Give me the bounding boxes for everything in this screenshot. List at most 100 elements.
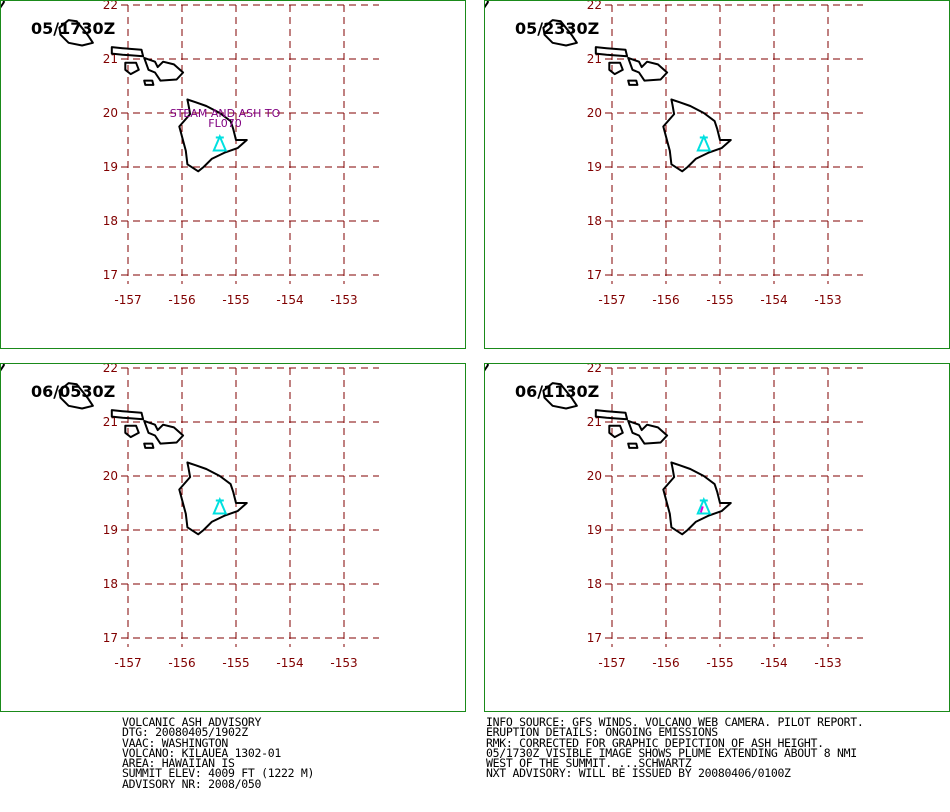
latitude-label: 17 bbox=[103, 631, 118, 645]
coastline-group bbox=[1, 364, 248, 536]
longitude-label: -154 bbox=[760, 656, 787, 670]
longitude-label: -156 bbox=[168, 656, 195, 670]
latitude-label: 20 bbox=[587, 469, 602, 483]
volcano-triangle bbox=[212, 133, 228, 152]
lat-lon-grid bbox=[605, 367, 863, 647]
panel-time-label: 06/0530Z bbox=[31, 382, 116, 401]
latitude-label: 18 bbox=[587, 577, 602, 591]
advisory-left-line: VOLCANO: KILAUEA 1302-01 bbox=[122, 745, 281, 760]
latitude-label: 20 bbox=[103, 106, 118, 120]
advisory-right-line: 05/1730Z VISIBLE IMAGE SHOWS PLUME EXTEN… bbox=[486, 745, 857, 760]
coastline-group bbox=[485, 1, 732, 173]
volcano-triangle bbox=[696, 496, 712, 515]
advisory-right-line: NXT ADVISORY: WILL BE ISSUED BY 20080406… bbox=[486, 766, 791, 781]
longitude-label: -156 bbox=[652, 293, 679, 307]
latitude-label: 17 bbox=[103, 268, 118, 282]
longitude-label: -154 bbox=[276, 656, 303, 670]
island-lanai bbox=[608, 424, 624, 439]
longitude-label: -153 bbox=[330, 293, 357, 307]
island-kahoolawe bbox=[627, 79, 639, 86]
map-canvas: 22 21 20 19 18 17 -157 -156 -155 -154 -153 bbox=[1, 364, 379, 670]
latitude-label: 19 bbox=[103, 160, 118, 174]
lat-lon-grid bbox=[605, 4, 863, 284]
latitude-label: 21 bbox=[103, 52, 118, 66]
longitude-label: -157 bbox=[598, 656, 625, 670]
panel-time-label: 06/1130Z bbox=[515, 382, 600, 401]
advisory-right-line: ERUPTION DETAILS: ONGOING EMISSIONS bbox=[486, 725, 718, 740]
longitude-label: -157 bbox=[114, 293, 141, 307]
island-maui bbox=[143, 56, 185, 82]
longitude-label: -153 bbox=[330, 656, 357, 670]
panel-time-label: 05/1730Z bbox=[31, 19, 116, 38]
panel-time-label: 05/2330Z bbox=[515, 19, 600, 38]
island-oahu bbox=[58, 382, 94, 410]
longitude-label: -153 bbox=[814, 656, 841, 670]
island-molokai bbox=[110, 46, 145, 58]
advisory-right-line: RMK: CORRECTED FOR GRAPHIC DEPICTION OF … bbox=[486, 735, 824, 750]
island-maui bbox=[627, 419, 669, 445]
longitude-label: -155 bbox=[706, 656, 733, 670]
longitude-label: -155 bbox=[222, 656, 249, 670]
island-kauai bbox=[485, 364, 489, 372]
longitude-label: -157 bbox=[114, 656, 141, 670]
island-kauai bbox=[1, 1, 5, 9]
island-lanai bbox=[124, 61, 140, 76]
advisory-left-line: AREA: HAWAIIAN IS bbox=[122, 756, 235, 771]
advisory-left-line: DTG: 20080405/1902Z bbox=[122, 725, 248, 740]
longitude-label: -153 bbox=[814, 293, 841, 307]
island-kahoolawe bbox=[143, 79, 155, 86]
volcano-icon bbox=[212, 133, 228, 152]
island-maui bbox=[627, 56, 669, 82]
longitude-label: -156 bbox=[652, 656, 679, 670]
latitude-label: 20 bbox=[103, 469, 118, 483]
latitude-label: 19 bbox=[103, 523, 118, 537]
island-kahoolawe bbox=[627, 442, 639, 449]
island-hawaii bbox=[178, 98, 248, 173]
latitude-label: 18 bbox=[103, 577, 118, 591]
island-kauai bbox=[1, 364, 5, 372]
advisory-left-line: SUMMIT ELEV: 4009 FT (1222 M) bbox=[122, 766, 315, 781]
volcano-icon bbox=[212, 496, 228, 515]
island-lanai bbox=[608, 61, 624, 76]
plume-annotation-line: FL070 bbox=[208, 117, 241, 130]
longitude-label: -155 bbox=[222, 293, 249, 307]
island-molokai bbox=[110, 409, 145, 421]
island-oahu bbox=[542, 382, 578, 410]
map-canvas: 22 21 20 19 18 17 -157 -156 -155 -154 -153 bbox=[485, 1, 863, 307]
latitude-label: 21 bbox=[587, 415, 602, 429]
longitude-label: -154 bbox=[276, 293, 303, 307]
map-panel-4: 22 21 20 19 18 17 -157 -156 -155 -154 -153 06/1130… bbox=[484, 363, 950, 712]
ash-plume-mark bbox=[699, 506, 704, 513]
lat-lon-grid bbox=[121, 367, 379, 647]
lat-lon-grid bbox=[121, 4, 379, 284]
volcano-triangle bbox=[212, 496, 228, 515]
longitude-label: -154 bbox=[760, 293, 787, 307]
latitude-label: 17 bbox=[587, 631, 602, 645]
volcano-icon bbox=[696, 496, 712, 515]
advisory-left-line: VAAC: WASHINGTON bbox=[122, 735, 228, 750]
advisory-right-line: INFO SOURCE: GFS WINDS. VOLCANO WEB CAME… bbox=[486, 715, 864, 729]
island-lanai bbox=[124, 424, 140, 439]
latitude-label: 22 bbox=[103, 364, 118, 375]
latitude-label: 17 bbox=[587, 268, 602, 282]
longitude-label: -155 bbox=[706, 293, 733, 307]
coastline-group bbox=[1, 1, 248, 173]
latitude-label: 21 bbox=[103, 415, 118, 429]
latitude-label: 22 bbox=[587, 364, 602, 375]
island-molokai bbox=[594, 409, 629, 421]
latitude-label: 19 bbox=[587, 160, 602, 174]
advisory-info-left: VOLCANIC ASH ADVISORY DTG: 20080405/1902Z… bbox=[122, 715, 315, 790]
island-oahu bbox=[542, 19, 578, 47]
volcano-triangle bbox=[696, 133, 712, 152]
latitude-label: 22 bbox=[103, 1, 118, 12]
latitude-label: 20 bbox=[587, 106, 602, 120]
longitude-label: -156 bbox=[168, 293, 195, 307]
advisory-left-line: VOLCANIC ASH ADVISORY bbox=[122, 715, 262, 729]
latitude-label: 18 bbox=[103, 214, 118, 228]
map-panel-2: 22 21 20 19 18 17 -157 -156 -155 -154 -153 05/2330… bbox=[484, 0, 950, 349]
map-panel-3: 22 21 20 19 18 17 -157 -156 -155 -154 -153 06/0530… bbox=[0, 363, 466, 712]
map-canvas: 22 21 20 19 18 17 -157 -156 -155 -154 -153 bbox=[485, 364, 863, 670]
plume-annotation-line: STEAM AND ASH TO bbox=[170, 107, 281, 120]
latitude-label: 21 bbox=[587, 52, 602, 66]
